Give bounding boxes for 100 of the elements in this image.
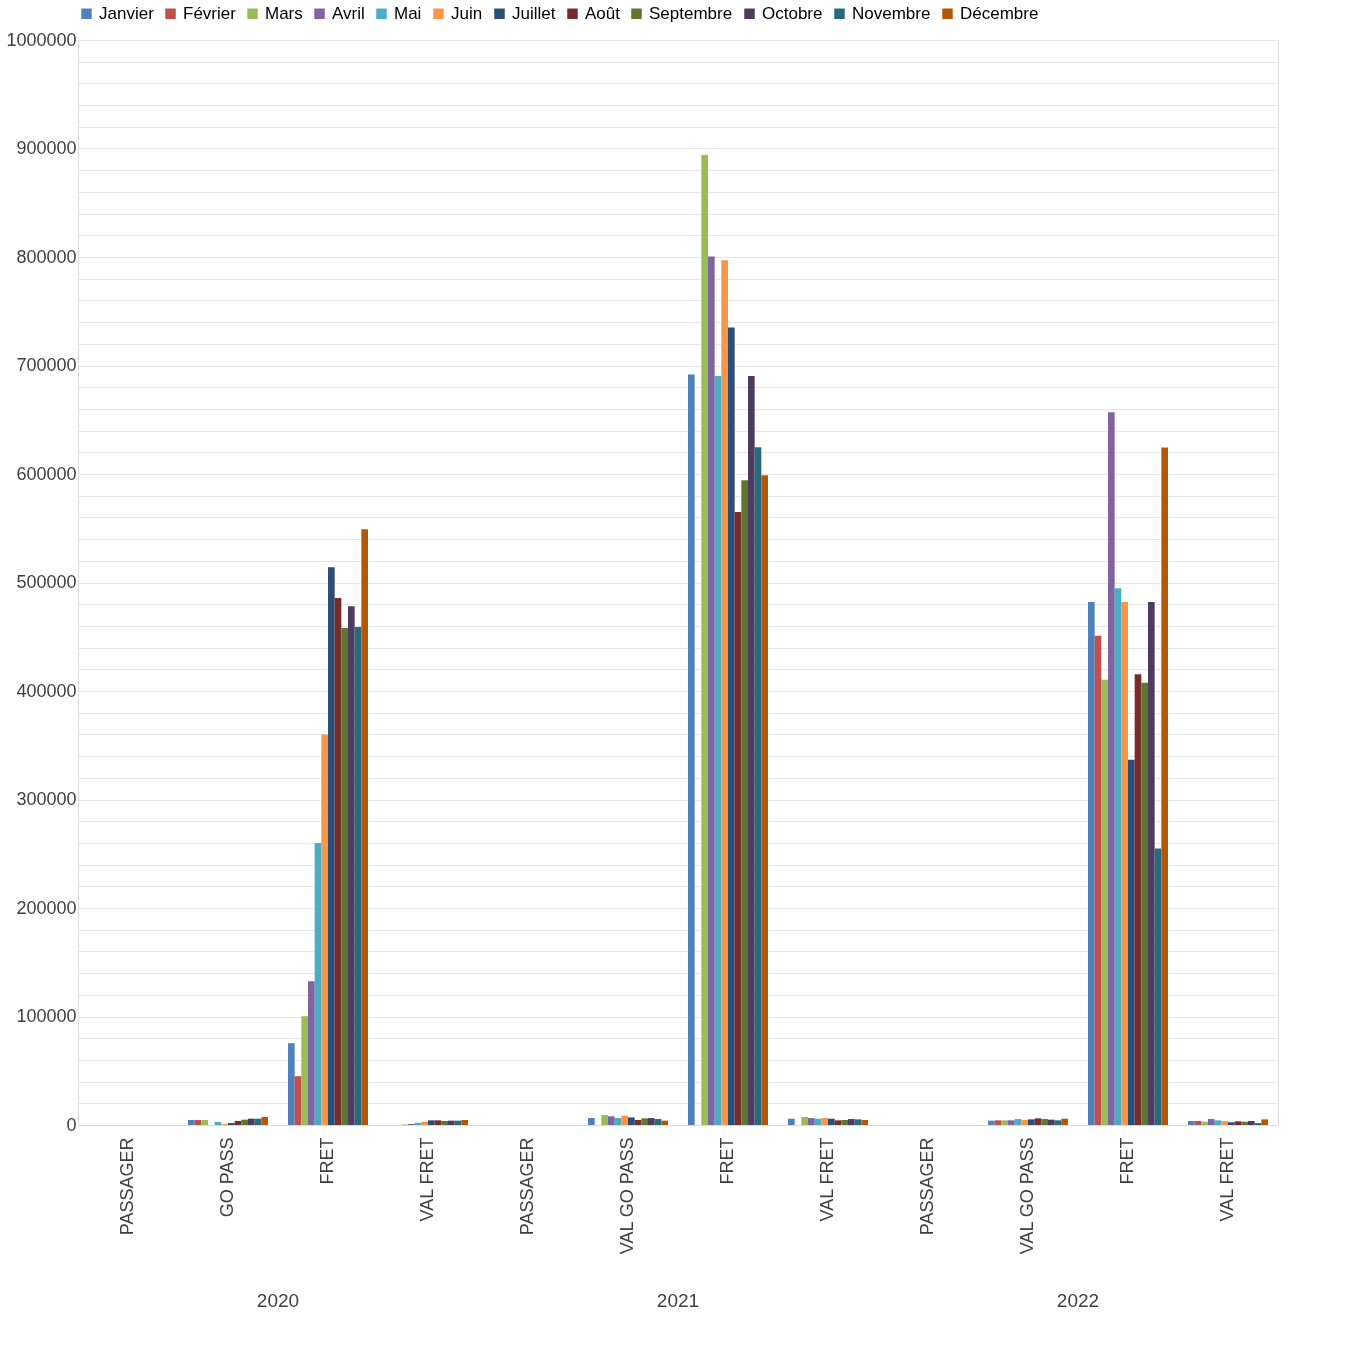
- bar: [634, 1120, 642, 1125]
- y-tick-label: 500000: [16, 572, 77, 592]
- bar: [1114, 588, 1122, 1125]
- bar: [734, 512, 742, 1125]
- bar: [1028, 1119, 1035, 1125]
- bar: [261, 1116, 268, 1125]
- bar: [1101, 679, 1108, 1125]
- bar: [301, 1016, 308, 1125]
- bar: [348, 606, 355, 1125]
- bar: [1201, 1121, 1208, 1125]
- bar: [1094, 635, 1102, 1125]
- bar: [361, 529, 368, 1125]
- bar: [428, 1120, 435, 1125]
- bar: [741, 480, 748, 1125]
- y-tick-label: 800000: [16, 246, 77, 267]
- y-tick-label: 0: [66, 1114, 77, 1135]
- bar: [421, 1121, 428, 1125]
- x-tick-label: VAL FRET: [1217, 1137, 1237, 1222]
- bar: [201, 1120, 208, 1125]
- bar: [1054, 1120, 1062, 1125]
- bar: [1141, 682, 1148, 1125]
- legend-label: Février: [183, 3, 237, 23]
- bar: [288, 1043, 295, 1125]
- bar: [708, 256, 715, 1125]
- bar: [988, 1120, 995, 1125]
- x-tick-label: VAL FRET: [417, 1137, 437, 1222]
- bar: [754, 447, 762, 1125]
- legend-label: Juin: [451, 3, 483, 23]
- bar: [461, 1120, 468, 1125]
- legend-label: Mai: [394, 3, 422, 23]
- bar: [434, 1120, 442, 1125]
- bar: [188, 1120, 195, 1125]
- bar: [1208, 1119, 1215, 1125]
- bar: [721, 260, 728, 1125]
- x-tick-label: PASSAGER: [517, 1137, 537, 1236]
- bar: [828, 1118, 835, 1125]
- bar: [688, 374, 695, 1125]
- bar: [701, 155, 708, 1125]
- bar: [614, 1118, 622, 1125]
- bar: [654, 1119, 662, 1125]
- y-tick-label: 100000: [16, 1006, 77, 1026]
- bar: [1034, 1118, 1042, 1125]
- bar: [834, 1120, 842, 1125]
- x-tick-label: FRET: [1117, 1137, 1137, 1185]
- y-tick-label: 400000: [16, 680, 77, 701]
- bar: [1108, 412, 1115, 1125]
- bar: [1161, 447, 1168, 1125]
- bar: [848, 1119, 855, 1125]
- bar: [648, 1118, 655, 1125]
- bar: [1241, 1121, 1248, 1125]
- x-tick-label: PASSAGER: [117, 1137, 137, 1236]
- bar: [328, 567, 335, 1125]
- bar: [194, 1120, 202, 1125]
- bar: [821, 1118, 828, 1125]
- bar: [1048, 1119, 1055, 1125]
- bar: [661, 1120, 668, 1125]
- bar: [308, 981, 315, 1125]
- bar: [1148, 602, 1155, 1125]
- legend-label: Octobre: [762, 3, 823, 23]
- bar: [334, 598, 342, 1125]
- legend-label: Mars: [265, 3, 303, 23]
- bar: [621, 1115, 628, 1125]
- bar: [1128, 759, 1135, 1125]
- bar: [448, 1120, 455, 1125]
- bar: [601, 1115, 608, 1125]
- legend-label: Septembre: [649, 3, 733, 23]
- bar: [608, 1116, 615, 1125]
- bar: [1061, 1118, 1068, 1125]
- bar: [294, 1076, 302, 1125]
- y-tick-label: 300000: [16, 789, 77, 809]
- bar: [1234, 1121, 1242, 1125]
- bar: [1188, 1120, 1195, 1125]
- bar: [641, 1118, 648, 1125]
- bar: [1001, 1120, 1008, 1125]
- text: 2022: [1056, 1290, 1100, 1311]
- legend-label: Juillet: [512, 3, 556, 23]
- y-tick-label: 1000000: [6, 29, 77, 50]
- bar: [714, 376, 722, 1125]
- legend-label: Novembre: [852, 3, 931, 23]
- bar: [1014, 1119, 1022, 1125]
- legend-label: Janvier: [99, 3, 155, 23]
- bar: [1041, 1119, 1048, 1125]
- bar: [1088, 602, 1095, 1125]
- bar: [854, 1119, 862, 1125]
- bar: [761, 475, 768, 1125]
- bar: [441, 1120, 448, 1125]
- bar: [1248, 1120, 1255, 1125]
- bar: [728, 327, 735, 1125]
- x-tick-label: GO PASS: [217, 1137, 237, 1218]
- y-tick-label: 700000: [16, 355, 77, 375]
- legend-label: Août: [585, 3, 621, 23]
- text: 2020: [256, 1290, 300, 1311]
- x-tick-label: PASSAGER: [917, 1137, 937, 1236]
- x-tick-label: VAL GO PASS: [617, 1137, 637, 1255]
- text: 2021: [656, 1290, 700, 1311]
- x-tick-label: FRET: [317, 1137, 337, 1185]
- bar: [241, 1119, 248, 1125]
- bar: [248, 1118, 255, 1125]
- bar: [354, 626, 362, 1125]
- bar: [1134, 674, 1142, 1125]
